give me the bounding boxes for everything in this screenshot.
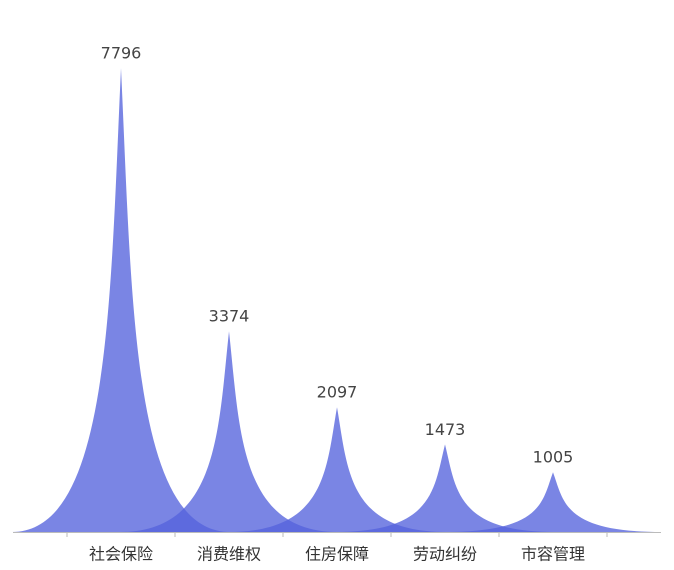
spike (119, 331, 339, 532)
spike (335, 444, 555, 532)
value-label: 1005 (533, 448, 574, 467)
x-tick-label: 消费维权 (197, 545, 261, 564)
value-label: 2097 (317, 383, 358, 402)
x-tick-label: 市容管理 (521, 545, 585, 564)
spike (227, 407, 447, 532)
x-tick-label: 住房保障 (305, 545, 369, 564)
spike (443, 472, 663, 532)
value-label: 7796 (101, 44, 142, 63)
spike (11, 68, 231, 532)
x-tick-label: 劳动纠纷 (413, 545, 477, 564)
value-label: 3374 (209, 307, 250, 326)
x-tick-label: 社会保险 (89, 545, 153, 564)
value-label: 1473 (425, 420, 466, 439)
